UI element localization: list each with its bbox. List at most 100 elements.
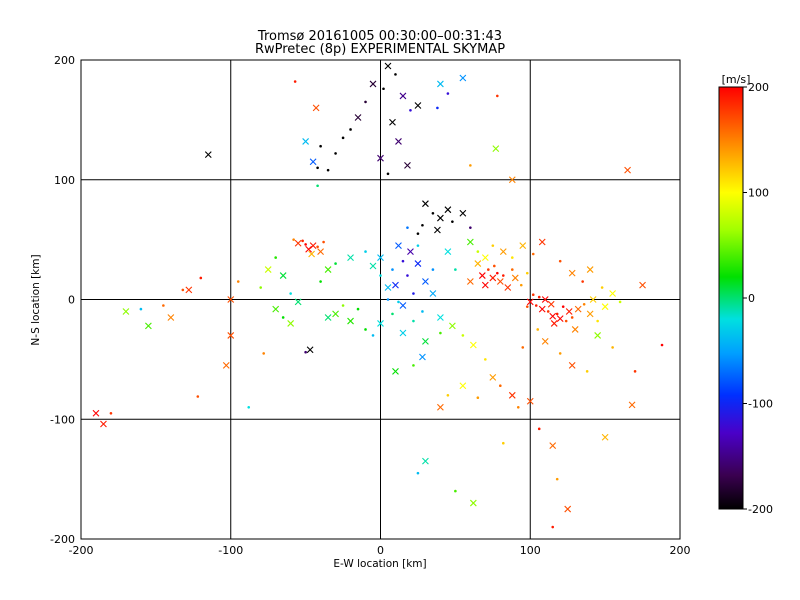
data-point-2-13 xyxy=(496,271,499,275)
data-point-4-41 xyxy=(537,427,541,431)
data-point-0-7 xyxy=(409,108,412,112)
data-point-4-48 xyxy=(628,401,636,409)
data-point-4-80 xyxy=(519,242,527,250)
data-point-0-0 xyxy=(384,62,392,70)
data-point-1-25 xyxy=(416,244,420,247)
data-point-0-2 xyxy=(369,80,377,88)
data-point-4-61 xyxy=(274,256,277,259)
data-point-4-70 xyxy=(369,262,377,270)
data-point-1-18 xyxy=(395,242,402,250)
data-point-1-16 xyxy=(422,278,429,285)
data-point-2-19 xyxy=(493,264,496,268)
data-point-4-17 xyxy=(304,350,307,354)
data-point-4-44 xyxy=(564,505,572,513)
data-point-3-6 xyxy=(556,315,564,323)
colorbar-tick-label-1: 100 xyxy=(748,187,769,200)
data-point-4-56 xyxy=(392,367,399,375)
data-point-1-29 xyxy=(406,226,409,229)
x-tick-label-2: 0 xyxy=(377,544,384,557)
data-point-3-8 xyxy=(541,296,549,303)
data-point-3-0 xyxy=(526,298,534,306)
data-point-0-19 xyxy=(386,172,390,176)
data-point-0-17 xyxy=(316,166,319,170)
data-point-1-24 xyxy=(377,254,384,261)
data-point-4-36 xyxy=(489,373,497,381)
data-point-4-66 xyxy=(324,266,332,273)
data-point-0-33 xyxy=(469,164,472,167)
data-point-0-22 xyxy=(459,74,467,82)
data-point-4-62 xyxy=(279,272,287,279)
data-point-4-97 xyxy=(454,489,457,493)
data-point-2-6 xyxy=(317,248,324,255)
data-point-2-7 xyxy=(292,238,295,241)
data-point-1-23 xyxy=(386,298,390,301)
data-point-2-24 xyxy=(466,278,474,285)
data-point-4-43 xyxy=(555,477,559,481)
data-point-4-96 xyxy=(422,457,429,465)
data-point-4-28 xyxy=(399,329,407,337)
data-point-4-0 xyxy=(122,308,130,315)
data-point-0-20 xyxy=(437,80,444,88)
data-point-2-3 xyxy=(316,245,319,249)
data-point-0-13 xyxy=(334,152,337,155)
data-point-4-23 xyxy=(356,307,360,311)
data-point-4-39 xyxy=(516,405,520,409)
data-point-4-19 xyxy=(364,328,367,331)
data-point-3-29 xyxy=(585,370,589,373)
data-point-4-26 xyxy=(377,320,384,327)
data-point-1-6 xyxy=(459,209,467,217)
data-point-2-14 xyxy=(496,278,504,285)
colorbar-tick-label-0: 200 xyxy=(748,81,769,94)
colorbar-tick-label-4: -200 xyxy=(748,503,773,516)
data-point-0-25 xyxy=(293,80,297,83)
data-point-0-4 xyxy=(399,92,407,100)
data-point-4-27 xyxy=(391,312,394,316)
data-point-2-0 xyxy=(294,239,302,247)
data-point-0-30 xyxy=(302,138,310,145)
data-point-4-47 xyxy=(633,370,637,373)
data-point-4-60 xyxy=(264,266,272,273)
data-point-0-18 xyxy=(309,158,317,166)
data-point-4-52 xyxy=(459,382,467,390)
data-point-4-16 xyxy=(287,320,295,327)
data-point-0-27 xyxy=(496,94,499,98)
data-point-1-20 xyxy=(399,302,407,309)
data-point-0-12 xyxy=(395,138,402,145)
data-point-1-10 xyxy=(407,248,414,255)
data-point-4-95 xyxy=(416,471,420,475)
data-point-4-10 xyxy=(92,409,100,417)
data-point-1-12 xyxy=(414,260,422,267)
data-point-4-89 xyxy=(618,300,622,304)
colorbar-unit-label: [m/s] xyxy=(722,73,751,86)
data-point-2-11 xyxy=(487,268,490,271)
data-point-4-25 xyxy=(371,334,375,337)
data-point-4-59 xyxy=(259,286,263,289)
x-tick-label-3: 100 xyxy=(520,544,541,557)
data-point-0-15 xyxy=(326,168,330,172)
data-point-3-4 xyxy=(549,312,557,320)
data-point-4-31 xyxy=(439,331,442,335)
data-point-1-2 xyxy=(437,214,444,222)
data-point-1-5 xyxy=(451,220,454,223)
data-point-2-16 xyxy=(504,284,512,291)
data-point-4-3 xyxy=(162,304,165,307)
data-point-4-71 xyxy=(379,274,382,277)
data-point-3-14 xyxy=(574,305,582,313)
data-point-1-8 xyxy=(434,226,441,234)
data-point-3-16 xyxy=(550,320,558,327)
y-tick-label-1: -100 xyxy=(50,413,75,426)
data-point-3-24 xyxy=(601,303,609,311)
y-axis-label: N-S location [km] xyxy=(30,254,42,345)
data-point-1-14 xyxy=(392,281,399,289)
data-point-4-65 xyxy=(319,280,322,283)
data-point-4-78 xyxy=(499,248,507,255)
colorbar-ticks: 200 100 0 -100 -200 xyxy=(743,81,773,516)
data-point-0-32 xyxy=(492,145,500,153)
x-tick-label-4: 200 xyxy=(670,544,691,557)
data-point-2-18 xyxy=(481,281,489,289)
data-point-4-29 xyxy=(412,319,415,323)
data-point-1-9 xyxy=(469,226,472,229)
data-point-4-33 xyxy=(461,334,465,337)
data-point-4-68 xyxy=(347,254,354,261)
